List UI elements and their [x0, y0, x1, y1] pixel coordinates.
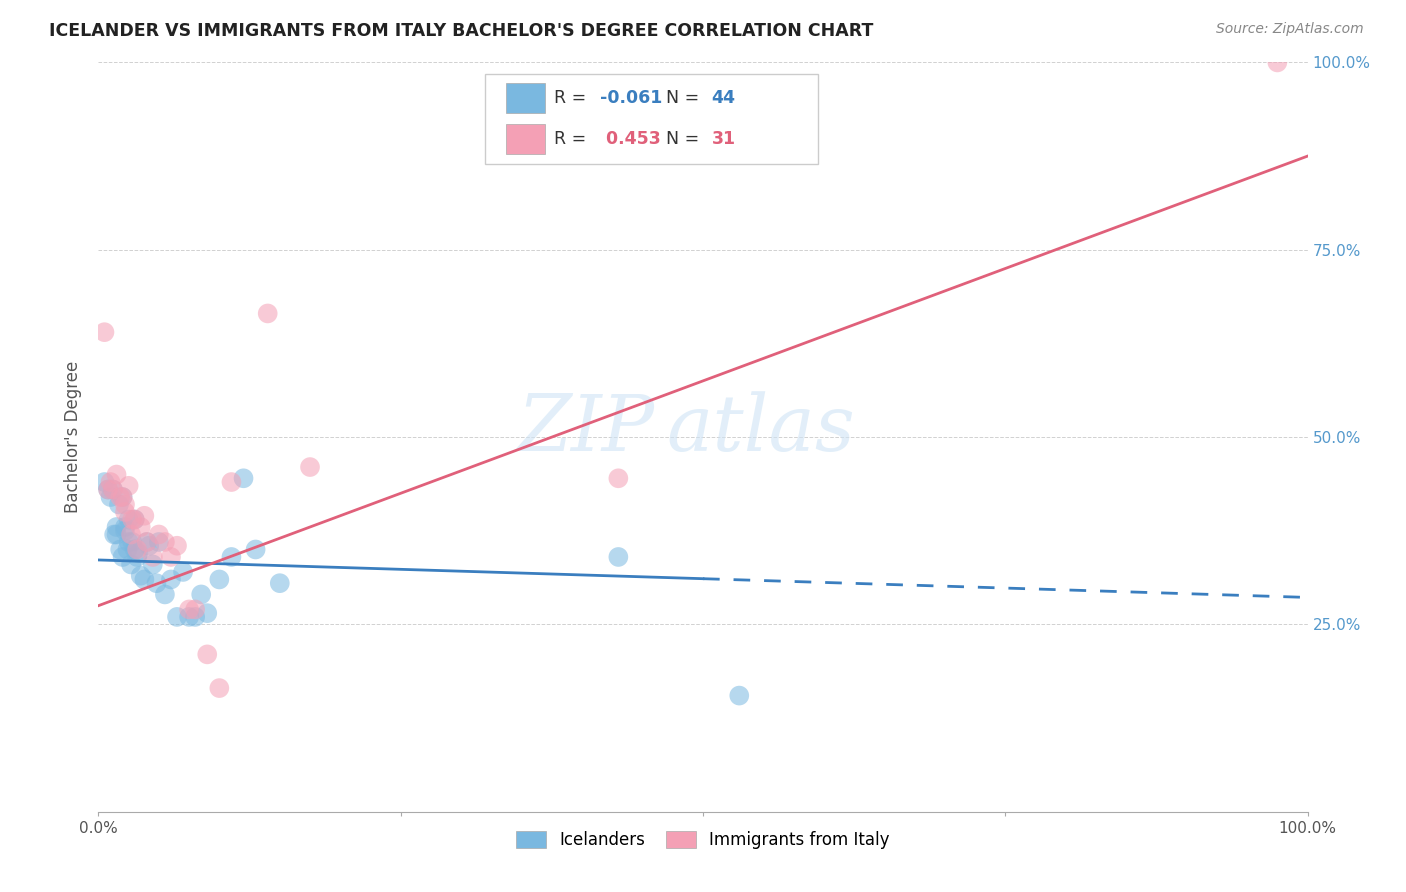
Point: [108, 542, 131, 557]
Point: [138, 539, 160, 553]
Point: [184, 610, 207, 624]
Point: [172, 565, 194, 579]
Point: [101, 483, 124, 497]
Point: [232, 471, 254, 485]
Text: Source: ZipAtlas.com: Source: ZipAtlas.com: [1216, 22, 1364, 37]
Point: [111, 490, 134, 504]
Point: [256, 306, 278, 320]
Point: [184, 602, 207, 616]
Point: [100, 475, 122, 489]
Point: [245, 542, 267, 557]
Point: [166, 610, 188, 624]
Point: [118, 512, 141, 526]
Point: [135, 535, 157, 549]
Point: [127, 542, 149, 557]
Point: [117, 542, 139, 557]
Point: [607, 471, 630, 485]
Text: N =: N =: [665, 130, 704, 148]
Point: [208, 573, 231, 587]
Point: [153, 587, 176, 601]
Point: [93, 475, 115, 489]
Point: [153, 535, 176, 549]
Point: [129, 520, 152, 534]
Text: 0.453: 0.453: [600, 130, 661, 148]
Point: [105, 520, 128, 534]
FancyBboxPatch shape: [506, 83, 544, 113]
Point: [124, 542, 146, 557]
Point: [148, 535, 170, 549]
Point: [142, 549, 165, 564]
Point: [105, 527, 128, 541]
Point: [160, 549, 183, 564]
Point: [121, 535, 143, 549]
Point: [124, 512, 146, 526]
Point: [101, 483, 124, 497]
Point: [127, 549, 149, 564]
Point: [114, 520, 136, 534]
Point: [221, 475, 243, 489]
FancyBboxPatch shape: [506, 124, 544, 154]
Point: [134, 573, 156, 587]
Point: [166, 539, 188, 553]
Point: [160, 573, 183, 587]
Point: [190, 587, 212, 601]
Point: [97, 483, 120, 497]
Point: [148, 527, 170, 541]
Text: N =: N =: [665, 89, 704, 107]
Point: [114, 505, 136, 519]
Point: [108, 490, 131, 504]
Point: [221, 549, 243, 564]
Point: [607, 549, 630, 564]
Point: [135, 535, 157, 549]
Point: [728, 689, 751, 703]
Point: [120, 527, 142, 541]
Text: 31: 31: [711, 130, 735, 148]
Text: atlas: atlas: [666, 392, 855, 467]
Point: [97, 483, 120, 497]
Point: [118, 535, 141, 549]
Point: [195, 648, 218, 662]
Point: [145, 576, 167, 591]
Point: [208, 681, 231, 695]
Point: [120, 558, 142, 572]
Point: [142, 558, 165, 572]
Text: -0.061: -0.061: [600, 89, 662, 107]
Point: [129, 568, 152, 582]
Point: [195, 606, 218, 620]
Point: [118, 479, 141, 493]
Point: [105, 467, 128, 482]
Point: [103, 527, 125, 541]
Point: [121, 512, 143, 526]
Text: ICELANDER VS IMMIGRANTS FROM ITALY BACHELOR'S DEGREE CORRELATION CHART: ICELANDER VS IMMIGRANTS FROM ITALY BACHE…: [49, 22, 873, 40]
Y-axis label: Bachelor's Degree: Bachelor's Degree: [65, 361, 83, 513]
Point: [100, 490, 122, 504]
Point: [269, 576, 291, 591]
Point: [114, 524, 136, 538]
Point: [127, 546, 149, 560]
Text: ZIP: ZIP: [517, 392, 655, 467]
Point: [299, 460, 322, 475]
Point: [93, 325, 115, 339]
Point: [111, 490, 134, 504]
Text: R =: R =: [554, 89, 592, 107]
Point: [179, 610, 201, 624]
Point: [1267, 55, 1289, 70]
Point: [114, 498, 136, 512]
Point: [108, 498, 131, 512]
Point: [134, 508, 156, 523]
Point: [111, 549, 134, 564]
Text: R =: R =: [554, 130, 592, 148]
Point: [179, 602, 201, 616]
Legend: Icelanders, Immigrants from Italy: Icelanders, Immigrants from Italy: [510, 824, 896, 855]
Point: [124, 512, 146, 526]
Text: 44: 44: [711, 89, 735, 107]
FancyBboxPatch shape: [485, 74, 818, 163]
